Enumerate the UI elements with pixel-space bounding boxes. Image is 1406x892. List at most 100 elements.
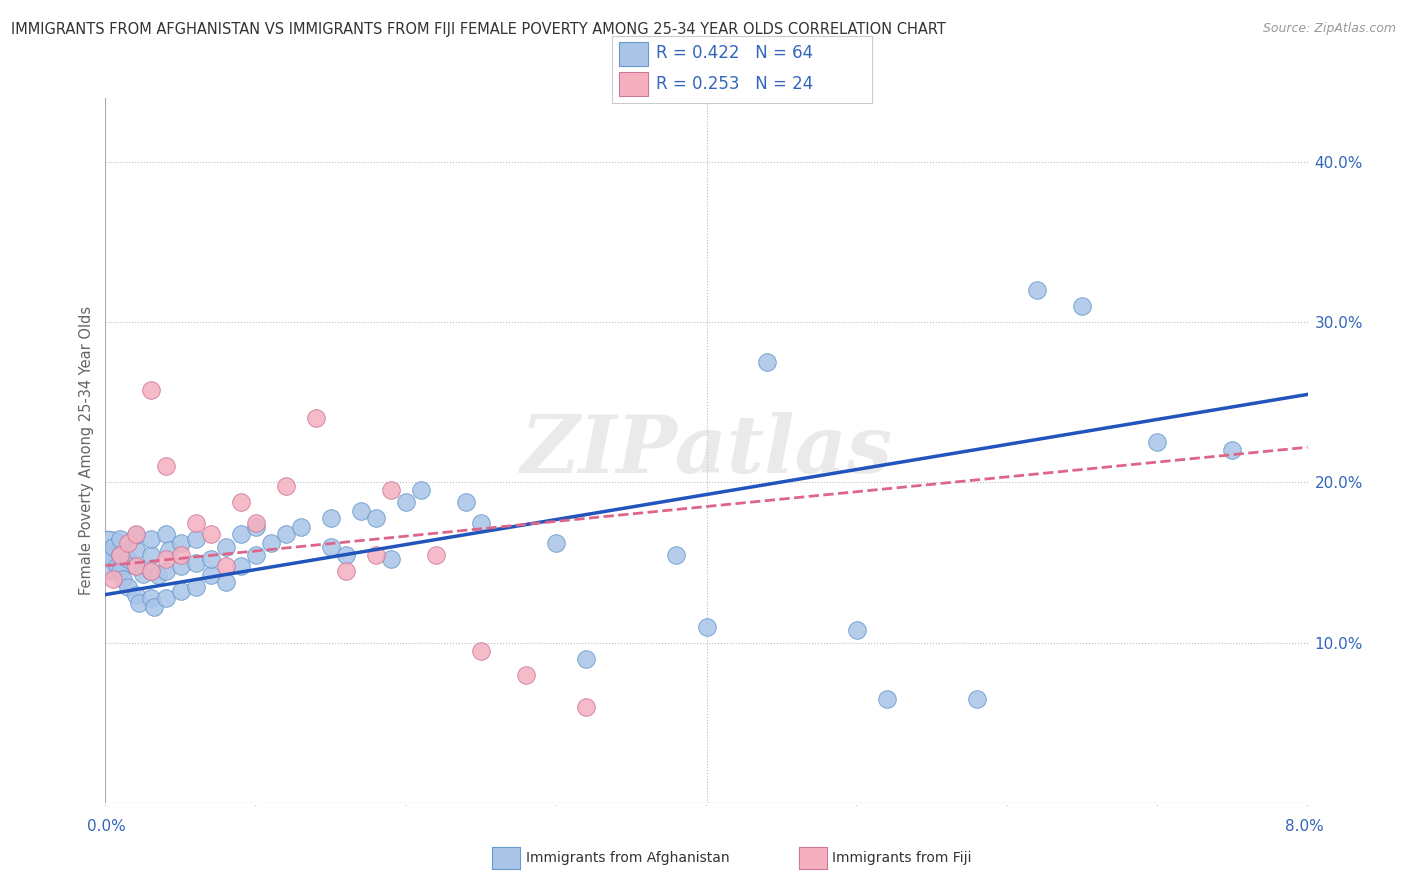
Point xyxy=(425,548,447,562)
Point xyxy=(110,548,132,562)
Point xyxy=(470,643,492,657)
Point xyxy=(184,580,207,594)
Point xyxy=(155,591,177,605)
Point xyxy=(155,459,177,474)
Point xyxy=(139,591,162,605)
Point xyxy=(515,667,537,681)
Point xyxy=(184,532,207,546)
Point xyxy=(214,574,236,589)
Point xyxy=(546,536,568,550)
Point xyxy=(229,558,252,573)
Point xyxy=(124,528,146,542)
Point xyxy=(305,411,328,425)
Point xyxy=(1222,443,1244,458)
Point xyxy=(117,536,139,550)
Point xyxy=(755,355,778,369)
Point xyxy=(155,552,177,566)
Point xyxy=(146,568,169,582)
Point xyxy=(124,542,146,557)
Point xyxy=(1071,299,1094,313)
Point xyxy=(169,536,191,550)
Point xyxy=(97,548,120,562)
Text: Immigrants from Afghanistan: Immigrants from Afghanistan xyxy=(526,851,730,865)
Bar xyxy=(620,42,648,66)
Point xyxy=(665,548,688,562)
Point xyxy=(139,564,162,578)
Point xyxy=(200,568,222,582)
Point xyxy=(245,548,267,562)
Point xyxy=(124,558,146,573)
Point xyxy=(1146,435,1168,450)
Point xyxy=(110,564,132,578)
Point xyxy=(117,580,139,594)
Text: Source: ZipAtlas.com: Source: ZipAtlas.com xyxy=(1263,22,1396,36)
Point xyxy=(454,494,477,508)
Point xyxy=(155,526,177,541)
Text: R = 0.253   N = 24: R = 0.253 N = 24 xyxy=(655,75,813,93)
Point xyxy=(184,516,207,530)
Point xyxy=(409,483,432,498)
Point xyxy=(214,558,236,573)
Point xyxy=(169,548,191,562)
Point xyxy=(128,596,150,610)
Point xyxy=(112,572,135,586)
Point xyxy=(155,564,177,578)
Point xyxy=(260,536,283,550)
Point xyxy=(1026,283,1049,297)
Point xyxy=(124,588,146,602)
Point xyxy=(124,526,146,541)
Bar xyxy=(620,72,648,96)
Point xyxy=(117,552,139,566)
Point xyxy=(184,556,207,570)
Point xyxy=(335,564,357,578)
Point xyxy=(364,548,387,562)
Point xyxy=(575,699,598,714)
Point xyxy=(470,516,492,530)
Point xyxy=(845,623,868,637)
Point xyxy=(97,548,120,562)
Point xyxy=(380,483,402,498)
Point xyxy=(139,564,162,578)
Point xyxy=(132,566,155,581)
Point xyxy=(575,651,598,665)
Point xyxy=(139,548,162,562)
Point xyxy=(139,383,162,397)
Point xyxy=(124,558,146,573)
Point xyxy=(200,552,222,566)
Point xyxy=(966,691,988,706)
Point xyxy=(335,548,357,562)
Point xyxy=(214,540,236,554)
Point xyxy=(101,540,124,554)
Point xyxy=(110,532,132,546)
Point xyxy=(107,558,129,573)
Point xyxy=(169,558,191,573)
Point xyxy=(110,548,132,562)
Point xyxy=(142,600,165,615)
Text: 8.0%: 8.0% xyxy=(1285,820,1324,834)
Point xyxy=(157,542,180,557)
Text: Immigrants from Fiji: Immigrants from Fiji xyxy=(832,851,972,865)
Point xyxy=(245,516,267,530)
Point xyxy=(876,691,898,706)
Text: IMMIGRANTS FROM AFGHANISTAN VS IMMIGRANTS FROM FIJI FEMALE POVERTY AMONG 25-34 Y: IMMIGRANTS FROM AFGHANISTAN VS IMMIGRANT… xyxy=(11,22,946,37)
Text: R = 0.422   N = 64: R = 0.422 N = 64 xyxy=(655,45,813,62)
Point xyxy=(380,552,402,566)
Point xyxy=(169,584,191,599)
Text: 0.0%: 0.0% xyxy=(87,820,127,834)
Point xyxy=(274,479,297,493)
Point xyxy=(364,510,387,524)
Point xyxy=(229,526,252,541)
Point xyxy=(319,510,342,524)
Point xyxy=(101,572,124,586)
Point xyxy=(696,620,718,634)
Point xyxy=(395,494,418,508)
Point xyxy=(319,540,342,554)
Point xyxy=(290,520,312,534)
Point xyxy=(274,526,297,541)
Y-axis label: Female Poverty Among 25-34 Year Olds: Female Poverty Among 25-34 Year Olds xyxy=(79,306,94,595)
Point xyxy=(245,520,267,534)
Point xyxy=(200,526,222,541)
Point xyxy=(139,532,162,546)
Text: ZIPatlas: ZIPatlas xyxy=(520,412,893,489)
Point xyxy=(229,494,252,508)
